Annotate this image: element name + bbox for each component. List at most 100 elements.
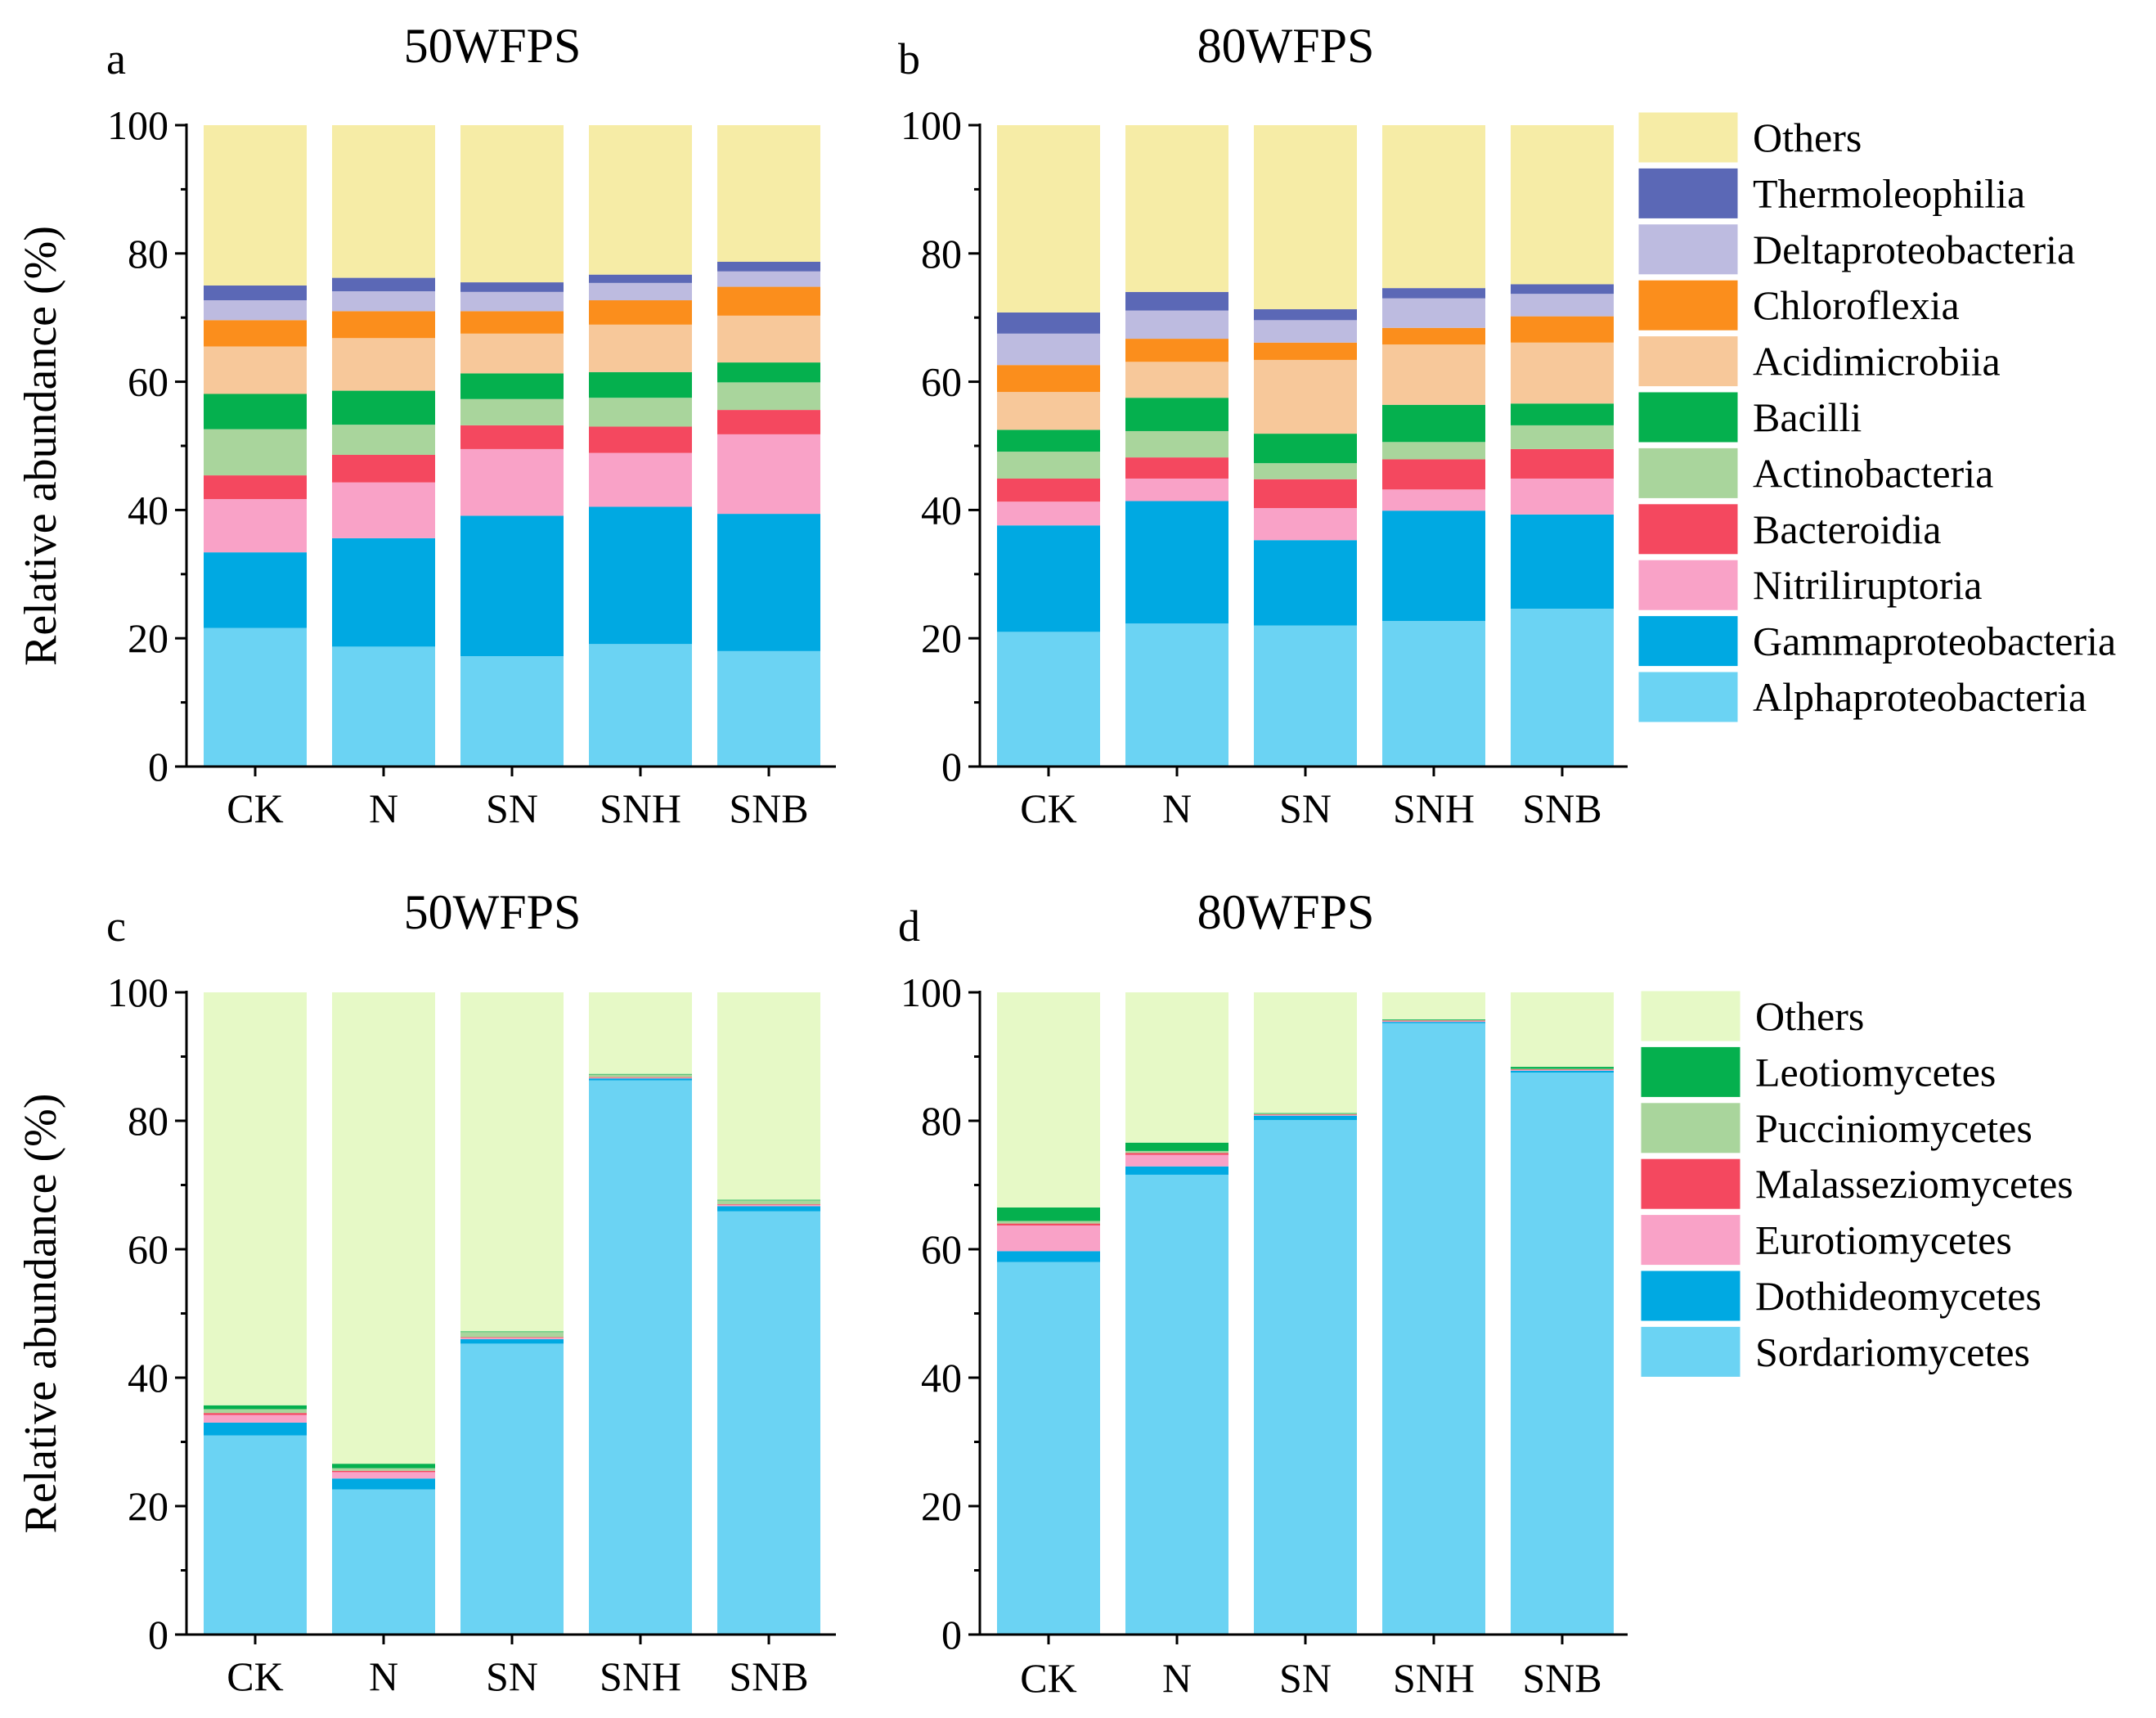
panel-a-bar-sn-bacilli bbox=[460, 373, 564, 399]
panel-b-legend-label-nitriliruptoria: Nitriliruptoria bbox=[1753, 562, 1983, 608]
panel-b-bar-snb-gammaproteobacteria bbox=[1511, 514, 1614, 609]
panel-c-bar-snh-sordariomycetes bbox=[589, 1080, 692, 1635]
panel-b-ytick-label: 100 bbox=[901, 102, 962, 148]
panel-b-bar-snb-deltaproteobacteria bbox=[1511, 294, 1614, 317]
panel-c-bar-snb-leotiomycetes bbox=[717, 1199, 820, 1201]
panel-c-bar-n-others bbox=[332, 992, 435, 1464]
panel-c-xtick-label-sn: SN bbox=[486, 1653, 538, 1699]
panel-a-bar-n-others bbox=[332, 125, 435, 278]
panel-b-legend-swatch-alphaproteobacteria bbox=[1637, 671, 1739, 723]
panel-b-bar-snh-chloroflexia bbox=[1382, 327, 1485, 345]
panel-a-bar-sn-actinobacteria bbox=[460, 398, 564, 425]
panel-a-bar-snb-others bbox=[717, 125, 820, 262]
panel-d-bar-ck-malasseziomycetes bbox=[997, 1223, 1100, 1226]
panel-c-bar-ck-malasseziomycetes bbox=[204, 1413, 307, 1415]
panel-b-legend-label-thermoleophilia: Thermoleophilia bbox=[1753, 170, 2025, 216]
panel-b-bar-n-acidimicrobiia bbox=[1125, 362, 1228, 398]
panel-c-ytick-label: 60 bbox=[128, 1226, 168, 1272]
panel-b-xtick-label-snb: SNB bbox=[1522, 785, 1601, 831]
panel-b-legend-label-bacteroidia: Bacteroidia bbox=[1753, 506, 1941, 552]
panel-a-bar-snh-bacteroidia bbox=[589, 426, 692, 453]
panel-b-bar-n-alphaproteobacteria bbox=[1125, 623, 1228, 767]
panel-b-legend-swatch-nitriliruptoria bbox=[1637, 559, 1739, 611]
panel-d-bar-n-leotiomycetes bbox=[1125, 1142, 1228, 1151]
panel-b-bar-snb-acidimicrobiia bbox=[1511, 342, 1614, 404]
panel-c-xtick-label-snb: SNB bbox=[729, 1653, 808, 1699]
panel-c-bar-n-sordariomycetes bbox=[332, 1489, 435, 1635]
panel-a-bar-snb-gammaproteobacteria bbox=[717, 514, 820, 651]
panel-b-legend-label-gammaproteobacteria: Gammaproteobacteria bbox=[1753, 618, 2116, 664]
panel-c-xtick-label-ck: CK bbox=[227, 1653, 283, 1699]
panel-c-bar-n-malasseziomycetes bbox=[332, 1470, 435, 1473]
panel-d-legend-swatch-dothideomycetes bbox=[1640, 1270, 1741, 1322]
panel-a-bar-snb-actinobacteria bbox=[717, 382, 820, 411]
panel-d-ytick-label: 80 bbox=[921, 1098, 962, 1144]
panel-b-bar-ck-actinobacteria bbox=[997, 452, 1100, 479]
panel-d-bar-sn-leotiomycetes bbox=[1254, 1113, 1357, 1114]
panel-b-bar-snh-gammaproteobacteria bbox=[1382, 510, 1485, 622]
panel-b-bar-snb-bacteroidia bbox=[1511, 448, 1614, 479]
panel-c-xtick-label-snh: SNH bbox=[600, 1653, 681, 1699]
panel-a-bar-n-chloroflexia bbox=[332, 311, 435, 339]
panel-b-bar-sn-gammaproteobacteria bbox=[1254, 540, 1357, 626]
panel-c-bar-snh-pucciniomycetes bbox=[589, 1074, 692, 1077]
panel-a-bar-snh-thermoleophilia bbox=[589, 274, 692, 283]
panel-b-ytick-label: 0 bbox=[941, 744, 962, 789]
panel-a-bar-n-deltaproteobacteria bbox=[332, 291, 435, 312]
panel-a-bar-n-thermoleophilia bbox=[332, 277, 435, 292]
panel-b-bar-snh-others bbox=[1382, 125, 1485, 289]
panel-d-bar-sn-sordariomycetes bbox=[1254, 1120, 1357, 1635]
panel-a-bar-ck-bacilli bbox=[204, 394, 307, 430]
panel-d-bar-n-others bbox=[1125, 992, 1228, 1143]
panel-a-bar-snb-alphaproteobacteria bbox=[717, 650, 820, 767]
panel-a-ytick-label: 60 bbox=[128, 359, 168, 405]
panel-d-xtick-label-snh: SNH bbox=[1393, 1655, 1475, 1701]
panel-d-legend-label-pucciniomycetes: Pucciniomycetes bbox=[1755, 1105, 2032, 1151]
panel-d-bar-ck-sordariomycetes bbox=[997, 1262, 1100, 1635]
panel-b-bar-snb-alphaproteobacteria bbox=[1511, 609, 1614, 767]
panel-b-bar-n-bacteroidia bbox=[1125, 457, 1228, 479]
panel-b-bar-sn-alphaproteobacteria bbox=[1254, 625, 1357, 767]
panel-b-bar-snb-actinobacteria bbox=[1511, 425, 1614, 449]
panel-c-bar-ck-sordariomycetes bbox=[204, 1435, 307, 1635]
panel-b-bar-ck-nitriliruptoria bbox=[997, 501, 1100, 526]
panel-a-bar-snb-bacteroidia bbox=[717, 410, 820, 434]
panel-b-bar-n-thermoleophilia bbox=[1125, 291, 1228, 311]
panel-a-bar-ck-chloroflexia bbox=[204, 320, 307, 347]
panel-a-bar-ck-others bbox=[204, 125, 307, 286]
panel-d-xtick-label-ck: CK bbox=[1020, 1655, 1076, 1701]
panel-b-bar-ck-gammaproteobacteria bbox=[997, 525, 1100, 632]
panel-d-bar-ck-pucciniomycetes bbox=[997, 1221, 1100, 1224]
panel-d-legend-label-malasseziomycetes: Malasseziomycetes bbox=[1755, 1161, 2073, 1207]
panel-a-bar-sn-gammaproteobacteria bbox=[460, 515, 564, 657]
panel-a-bar-ck-thermoleophilia bbox=[204, 286, 307, 301]
panel-d-bar-n-malasseziomycetes bbox=[1125, 1153, 1228, 1155]
panel-c-bar-ck-dothideomycetes bbox=[204, 1422, 307, 1436]
panel-d-bar-snh-pucciniomycetes bbox=[1382, 1019, 1485, 1021]
panel-d-bar-snh-malasseziomycetes bbox=[1382, 1020, 1485, 1022]
panel-d-xtick-label-n: N bbox=[1162, 1655, 1192, 1701]
panel-d-bar-ck-dothideomycetes bbox=[997, 1251, 1100, 1262]
panel-a-bar-n-acidimicrobiia bbox=[332, 338, 435, 391]
panel-b-bar-snb-others bbox=[1511, 125, 1614, 285]
panel-b-legend-label-acidimicrobiia: Acidimicrobiia bbox=[1753, 339, 2001, 385]
panel-a-bar-sn-chloroflexia bbox=[460, 311, 564, 334]
panel-b-legend-swatch-thermoleophilia bbox=[1637, 167, 1739, 219]
panel-c-bar-snh-eurotiomycetes bbox=[589, 1077, 692, 1079]
panel-a-bar-snh-alphaproteobacteria bbox=[589, 644, 692, 767]
panel-b-bar-snh-bacilli bbox=[1382, 404, 1485, 443]
panel-d-legend-label-sordariomycetes: Sordariomycetes bbox=[1755, 1329, 2030, 1374]
panel-b-bar-snh-thermoleophilia bbox=[1382, 288, 1485, 299]
panel-b-legend-label-alphaproteobacteria: Alphaproteobacteria bbox=[1753, 674, 2086, 720]
panel-c-bar-sn-dothideomycetes bbox=[460, 1338, 564, 1344]
panel-a-bar-snb-bacilli bbox=[717, 362, 820, 383]
panel-a-bar-sn-thermoleophilia bbox=[460, 282, 564, 292]
panel-a-bar-sn-alphaproteobacteria bbox=[460, 656, 564, 767]
panel-b-legend-swatch-bacteroidia bbox=[1637, 503, 1739, 555]
panel-d-letter: d bbox=[898, 902, 920, 951]
panel-b-bar-snh-acidimicrobiia bbox=[1382, 344, 1485, 405]
panel-d-legend-swatch-sordariomycetes bbox=[1640, 1325, 1741, 1378]
panel-a-bar-n-gammaproteobacteria bbox=[332, 537, 435, 647]
